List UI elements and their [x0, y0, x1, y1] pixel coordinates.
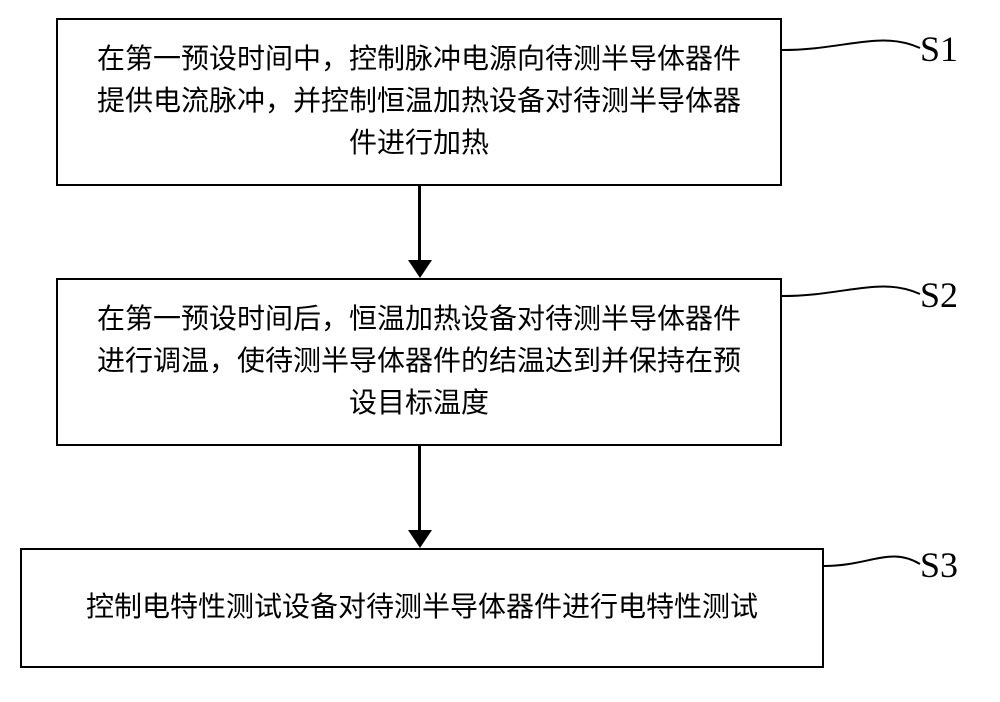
flowchart-canvas: 在第一预设时间中，控制脉冲电源向待测半导体器件提供电流脉冲，并控制恒温加热设备对… — [0, 0, 1000, 702]
flowchart-node-s3-text: 控制电特性测试设备对待测半导体器件进行电特性测试 — [86, 587, 758, 629]
flowchart-connector-s1 — [782, 40, 920, 50]
arrow-shaft — [418, 186, 421, 260]
flowchart-label-s1-text: S1 — [920, 29, 958, 69]
flowchart-label-s3-text: S3 — [920, 545, 958, 585]
arrow-head-icon — [408, 530, 432, 548]
arrow-shaft — [418, 446, 421, 530]
flowchart-label-s3: S3 — [920, 544, 958, 586]
flowchart-node-s3: 控制电特性测试设备对待测半导体器件进行电特性测试 — [20, 548, 824, 668]
flowchart-node-s1-text: 在第一预设时间中，控制脉冲电源向待测半导体器件提供电流脉冲，并控制恒温加热设备对… — [88, 39, 750, 165]
flowchart-connector-s2 — [782, 286, 920, 296]
flowchart-label-s2-text: S2 — [920, 275, 958, 315]
flowchart-node-s2-text: 在第一预设时间后，恒温加热设备对待测半导体器件进行调温，使待测半导体器件的结温达… — [88, 299, 750, 425]
flowchart-connector-s3 — [824, 556, 920, 566]
arrow-head-icon — [408, 260, 432, 278]
flowchart-label-s1: S1 — [920, 28, 958, 70]
flowchart-node-s2: 在第一预设时间后，恒温加热设备对待测半导体器件进行调温，使待测半导体器件的结温达… — [56, 278, 782, 446]
flowchart-node-s1: 在第一预设时间中，控制脉冲电源向待测半导体器件提供电流脉冲，并控制恒温加热设备对… — [56, 18, 782, 186]
flowchart-label-s2: S2 — [920, 274, 958, 316]
